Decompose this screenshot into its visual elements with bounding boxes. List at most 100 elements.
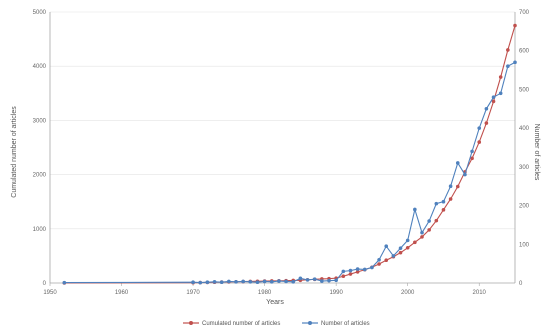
series-1-point-36 [441,199,446,204]
x-tick-label-2: 1970 [186,290,200,296]
x-tick-label-4: 1990 [329,290,343,296]
series-1-point-5 [219,280,224,285]
series-1-point-0 [62,280,67,285]
series-1-point-12 [269,280,274,284]
series-0-point-22 [341,274,346,279]
series-1-point-37 [448,184,453,189]
series-1-point-35 [434,201,439,206]
series-0-point-41 [477,140,482,144]
x-tick-label-3: 1980 [258,290,272,296]
series-0 [62,23,517,285]
series-1-point-43 [491,95,496,99]
y-left-tick-label-3: 3000 [33,118,47,124]
series-0-line [64,25,516,284]
series-1-point-29 [391,254,396,258]
x-axis-title: Years [266,299,284,306]
series-layer [62,23,517,285]
series-1-point-46 [513,60,517,65]
series-1-point-2 [198,280,203,285]
y-left-tick-label-0: 0 [43,281,47,287]
y-left-tick-labels: 0 1000 2000 3000 4000 5000 [33,10,47,287]
legend-swatch-cumulated-marker [189,321,193,325]
x-tick-label-0: 1950 [43,290,57,296]
series-1-point-44 [498,91,503,96]
x-tick-label-1: 1960 [115,290,129,296]
series-1-point-20 [327,278,331,283]
series-1-point-42 [484,106,489,111]
y-right-tick-label-5: 500 [519,87,530,93]
series-0-point-23 [348,272,353,276]
series-0-point-28 [384,258,389,263]
series-0-point-43 [491,99,496,104]
series-1-point-41 [477,126,482,130]
series-1-point-25 [362,267,367,272]
y-left-tick-label-2: 2000 [33,173,47,179]
y-left-tick-label-4: 4000 [33,64,47,70]
series-1-point-40 [470,149,474,154]
y-right-tick-label-7: 700 [519,10,530,16]
y-right-tick-label-4: 400 [519,126,530,132]
y-left-tick-label-5: 5000 [33,10,47,16]
series-1-point-4 [212,280,217,284]
legend-swatch-number-marker [308,321,312,325]
series-1-point-30 [398,246,403,250]
series-1-point-10 [255,280,260,285]
series-0-point-42 [484,121,489,125]
series-0-point-33 [420,235,424,239]
series-1-point-13 [277,279,281,283]
legend-label-cumulated: Cumulated number of articles [202,321,280,327]
series-1-point-19 [320,279,324,283]
series-0-point-37 [448,197,453,201]
series-0-point-38 [455,184,460,189]
series-1-point-14 [284,279,288,284]
x-tick-labels: 1950 1960 1970 1980 1990 2000 2010 [43,283,487,296]
series-1-point-24 [355,267,360,271]
series-0-point-46 [513,23,517,28]
series-0-point-35 [434,218,439,223]
series-1-point-22 [341,269,346,274]
y-left-tick-label-1: 1000 [33,227,47,233]
series-1-point-11 [262,279,267,284]
series-1-point-45 [506,64,510,68]
series-1-point-32 [413,207,417,212]
series-1-point-27 [377,257,381,262]
series-1-point-39 [463,172,467,177]
series-1 [62,60,517,285]
series-0-point-27 [377,262,381,266]
y-left-axis-title: Cumulated number of articles [11,106,18,198]
series-1-point-3 [205,280,210,285]
series-0-point-24 [355,270,360,274]
series-0-point-36 [441,208,446,212]
series-1-point-26 [370,265,374,270]
series-1-point-8 [241,279,245,284]
series-0-point-40 [470,156,474,161]
series-0-point-30 [398,250,403,255]
series-1-point-28 [384,244,389,249]
series-0-point-34 [427,228,431,232]
series-1-point-1 [191,280,195,285]
series-1-point-9 [248,280,253,284]
series-1-point-33 [420,230,424,235]
series-1-point-38 [455,161,460,165]
series-0-point-45 [506,48,510,52]
series-1-point-34 [427,219,431,223]
gridlines [50,11,515,230]
series-1-point-31 [405,238,410,243]
series-1-point-17 [305,278,310,282]
y-right-tick-label-6: 600 [519,49,530,55]
series-1-point-6 [227,279,231,284]
series-1-point-7 [234,280,238,284]
y-right-tick-label-1: 100 [519,242,530,248]
y-right-tick-label-3: 300 [519,165,530,171]
x-tick-label-6: 2010 [473,290,487,296]
x-tick-label-5: 2000 [401,290,415,296]
series-1-point-16 [298,276,303,281]
series-0-point-32 [413,240,417,245]
series-1-point-23 [348,268,353,273]
series-1-point-15 [291,280,296,284]
series-0-point-44 [498,75,503,79]
legend: Cumulated number of articles Number of a… [183,321,370,327]
y-right-axis-title: Number of articles [533,124,540,181]
y-right-tick-label-0: 0 [519,281,523,287]
